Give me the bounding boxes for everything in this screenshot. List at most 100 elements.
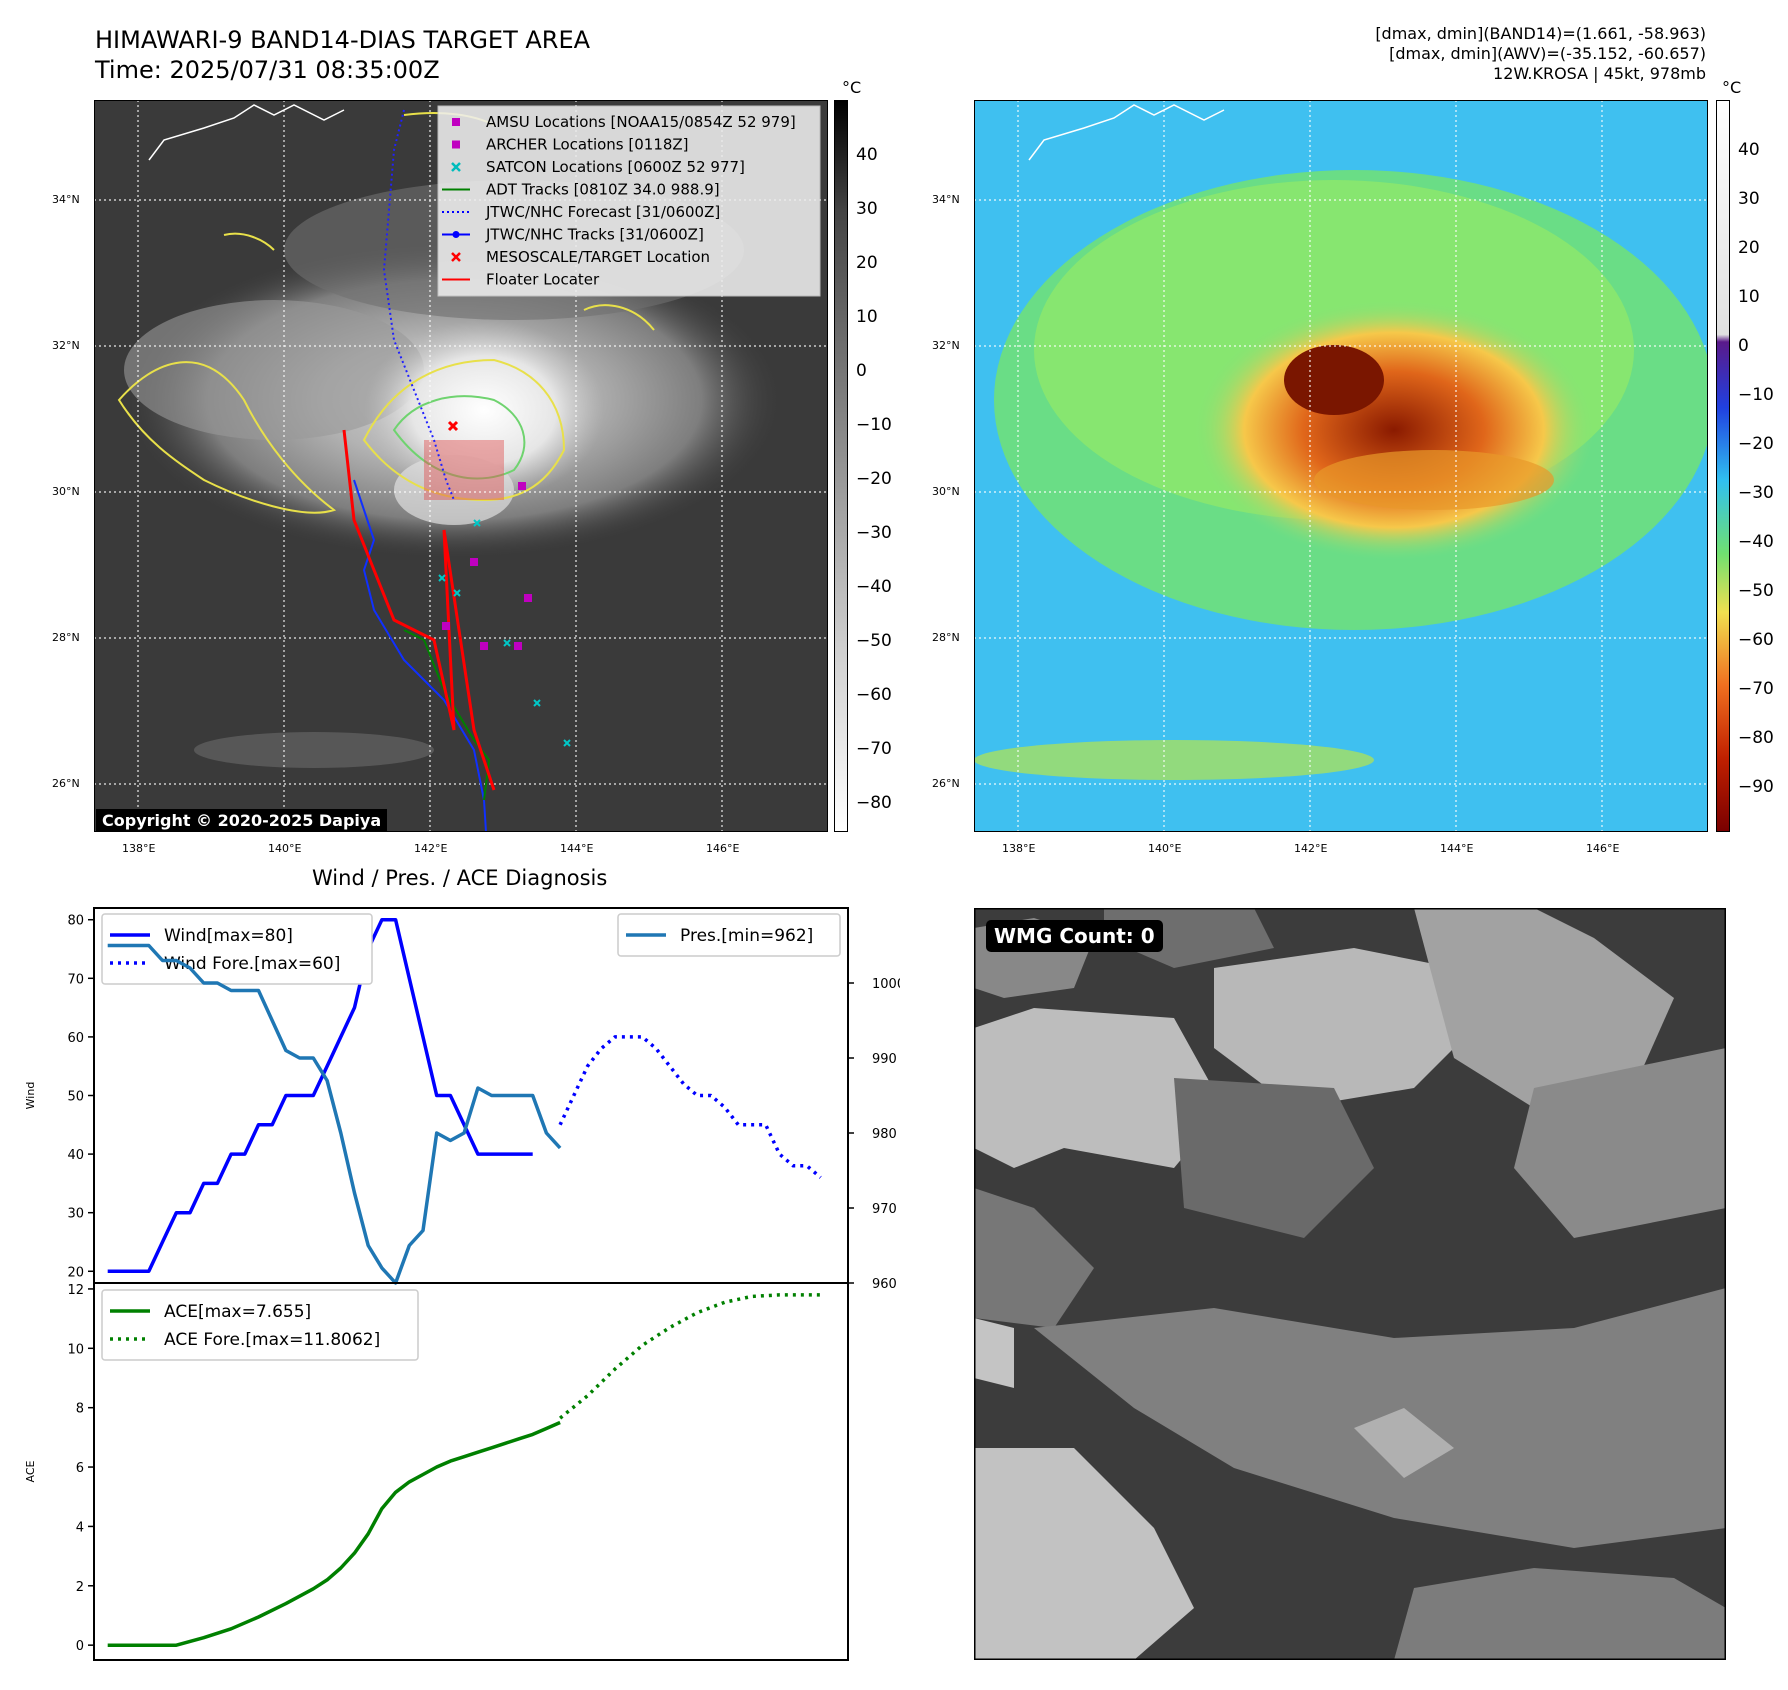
colorbar-tick: −40 — [1738, 532, 1774, 552]
wind-tick-label: 30 — [67, 1207, 84, 1222]
colorbar-tick: −20 — [1738, 434, 1774, 454]
lat-tick: 30°N — [932, 485, 960, 498]
wmg-region — [1414, 908, 1674, 1108]
awv-stats: [dmax, dmin](AWV)=(-35.152, -60.657) — [1389, 44, 1706, 63]
colorbar-tick: 0 — [856, 361, 867, 381]
lat-tick: 32°N — [52, 339, 80, 352]
map-legend: AMSU Locations [NOAA15/0854Z 52 979] ARCH… — [437, 105, 821, 297]
lon-tick: 138°E — [122, 842, 156, 855]
colorbar-tick: −80 — [856, 793, 892, 813]
chart-legend-box — [101, 1289, 419, 1361]
colorbar-tick: −10 — [1738, 385, 1774, 405]
wind-tick-label: 40 — [67, 1148, 84, 1163]
colorbar-tick: −10 — [856, 415, 892, 435]
lat-tick: 28°N — [52, 631, 80, 644]
ace-series-line — [107, 1420, 561, 1647]
band14-map[interactable]: AMSU Locations [NOAA15/0854Z 52 979] ARCH… — [94, 100, 828, 832]
colorbar-tick: 10 — [856, 307, 878, 327]
wind-tick-label: 50 — [67, 1090, 84, 1105]
legend-label: AMSU Locations [NOAA15/0854Z 52 979] — [486, 113, 796, 131]
colorbar-tick: 40 — [1738, 140, 1760, 160]
colorbar-tick: 10 — [1738, 287, 1760, 307]
wind-tick-label: 20 — [67, 1265, 84, 1280]
cloud-band-south — [194, 732, 434, 768]
colorbar-tick: −70 — [856, 739, 892, 759]
ace-axes-frame — [93, 1282, 849, 1661]
wind-tick-label: 60 — [67, 1031, 84, 1046]
legend-marker — [451, 252, 461, 262]
ace-axis-label: ACE — [24, 1460, 37, 1482]
chart-legend-label: Wind Fore.[max=60] — [164, 954, 340, 974]
legend-marker — [452, 118, 460, 126]
pressure-series-line — [107, 943, 562, 1285]
ace-tick-label: 0 — [76, 1639, 84, 1654]
ace-tick-label: 10 — [67, 1342, 84, 1357]
colorbar-left — [834, 100, 848, 832]
lon-tick: 144°E — [560, 842, 594, 855]
legend-label: JTWC/NHC Tracks [31/0600Z] — [485, 226, 704, 244]
lon-tick: 140°E — [268, 842, 302, 855]
colorbar-tick: −60 — [1738, 630, 1774, 650]
wmg-region — [1354, 1408, 1454, 1478]
contour-green — [392, 395, 526, 480]
colorbar-tick: −90 — [1738, 777, 1774, 797]
colorbar-tick: 20 — [1738, 238, 1760, 258]
dry-center — [1284, 345, 1384, 415]
wmg-region — [974, 1008, 1224, 1168]
wmg-panel[interactable] — [974, 908, 1726, 1660]
colorbar-tick: −40 — [856, 577, 892, 597]
lat-tick: 30°N — [52, 485, 80, 498]
ace-tick-label: 8 — [76, 1402, 84, 1417]
ace-tick-label: 12 — [67, 1283, 84, 1298]
pres-tick-label: 990 — [872, 1052, 897, 1067]
chart-legend-box — [617, 913, 841, 957]
wind-series-line — [107, 917, 533, 1274]
chart-legend-label: ACE[max=7.655] — [164, 1302, 311, 1322]
ace-series-line — [558, 1293, 821, 1420]
colorbar-tick: −80 — [1738, 728, 1774, 748]
lon-tick: 138°E — [1002, 842, 1036, 855]
wmg-region — [1394, 1568, 1726, 1660]
colorbar-right — [1716, 100, 1730, 832]
chart-legend-label: Pres.[min=962] — [680, 926, 813, 946]
south-band — [974, 740, 1374, 780]
cold-core-patch — [424, 440, 504, 500]
ace-tick-label: 2 — [76, 1580, 84, 1595]
cloud-band-west — [124, 300, 424, 440]
legend-label: JTWC/NHC Forecast [31/0600Z] — [485, 203, 720, 221]
dry-slot — [1194, 300, 1594, 560]
colorbar-tick: 0 — [1738, 336, 1749, 356]
colorbar-tick: −60 — [856, 685, 892, 705]
page-title: HIMAWARI-9 BAND14-DIAS TARGET AREA — [95, 26, 591, 54]
ace-tick-label: 6 — [76, 1461, 84, 1476]
lat-tick: 34°N — [932, 193, 960, 206]
awv-map[interactable] — [974, 100, 1708, 832]
lon-tick: 144°E — [1440, 842, 1474, 855]
legend-label: ARCHER Locations [0118Z] — [486, 136, 689, 154]
spiral-band — [1314, 450, 1554, 510]
coastline — [1028, 104, 1225, 161]
colorbar-tick: −50 — [1738, 581, 1774, 601]
colorbar-tick: −70 — [1738, 679, 1774, 699]
jtwc-track — [353, 479, 487, 832]
pres-tick-label: 1000 — [872, 977, 900, 992]
legend-marker — [452, 140, 460, 149]
copyright-label: Copyright © 2020-2025 Dapiya — [96, 809, 388, 832]
chart-legend-label: Wind[max=80] — [164, 926, 293, 946]
coastline — [148, 104, 345, 161]
wmg-region — [974, 1448, 1194, 1660]
lat-tick: 26°N — [52, 777, 80, 790]
colorbar-tick: 40 — [856, 145, 878, 165]
storm-info: 12W.KROSA | 45kt, 978mb — [1493, 64, 1706, 83]
wmg-region — [974, 1188, 1094, 1328]
legend-label: MESOSCALE/TARGET Location — [486, 248, 710, 266]
legend-label: ADT Tracks [0810Z 34.0 988.9] — [486, 181, 720, 199]
lat-tick: 34°N — [52, 193, 80, 206]
colorbar-tick: 20 — [856, 253, 878, 273]
colorbar-tick: 30 — [856, 199, 878, 219]
wmg-region — [1174, 1078, 1374, 1238]
wind-tick-label: 80 — [67, 914, 84, 929]
colorbar-tick: −30 — [1738, 483, 1774, 503]
chart-legend-box — [101, 913, 373, 985]
